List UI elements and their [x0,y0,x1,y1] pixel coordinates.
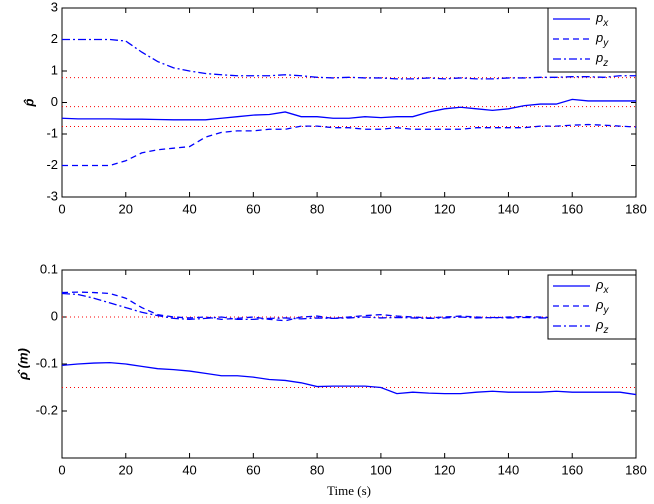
series-line [62,123,637,167]
legend-label: py [595,30,609,48]
y-tick-label: 1 [51,62,58,77]
y-tick-label: -0.2 [36,402,58,417]
plot-area [61,7,637,198]
x-tick-label: 180 [625,462,647,477]
x-tick-label: 180 [625,201,647,216]
series-line [61,291,637,322]
series-line [61,98,636,121]
x-tick-label: 40 [182,201,196,216]
x-tick-label: 140 [498,201,520,216]
x-tick-label: 120 [434,201,456,216]
x-tick-label: 100 [370,201,392,216]
x-tick-label: 80 [310,201,324,216]
y-tick-label: -0.1 [36,355,58,370]
x-tick-label: 80 [310,462,324,477]
y-tick-label: 0 [51,308,58,323]
x-axis-label: Time (s) [327,483,371,498]
y-tick-label: -1 [46,125,58,140]
x-tick-label: 20 [119,462,133,477]
x-tick-label: 0 [58,462,65,477]
legend-label: ρx [595,277,609,295]
plot-area [61,269,637,459]
x-tick-label: 60 [246,462,260,477]
series-line [61,292,636,321]
series-line [61,361,637,396]
legend-box [547,7,637,73]
x-tick-label: 0 [58,201,65,216]
y-tick-label: -3 [46,188,58,203]
x-tick-label: 120 [434,462,456,477]
x-tick-label: 20 [119,201,133,216]
x-tick-label: 40 [182,462,196,477]
y-tick-label: -2 [46,157,58,172]
y-tick-label: 2 [51,31,58,46]
legend-label: pz [595,50,608,68]
legend-label: px [595,10,609,28]
y-axis-label: p̂ [21,98,36,107]
y-tick-label: 0.1 [40,261,58,276]
y-axis-label: ρ̂ (m) [15,348,30,381]
x-tick-label: 160 [561,201,583,216]
legend-label: ρy [595,297,609,315]
x-tick-label: 140 [498,462,520,477]
x-tick-label: 60 [246,201,260,216]
y-tick-label: 3 [51,0,58,14]
y-tick-label: 0 [51,94,58,109]
x-tick-label: 100 [370,462,392,477]
legend-label: ρz [595,317,608,335]
legend-box [547,274,637,340]
series-line [62,38,636,80]
x-tick-label: 160 [561,462,583,477]
